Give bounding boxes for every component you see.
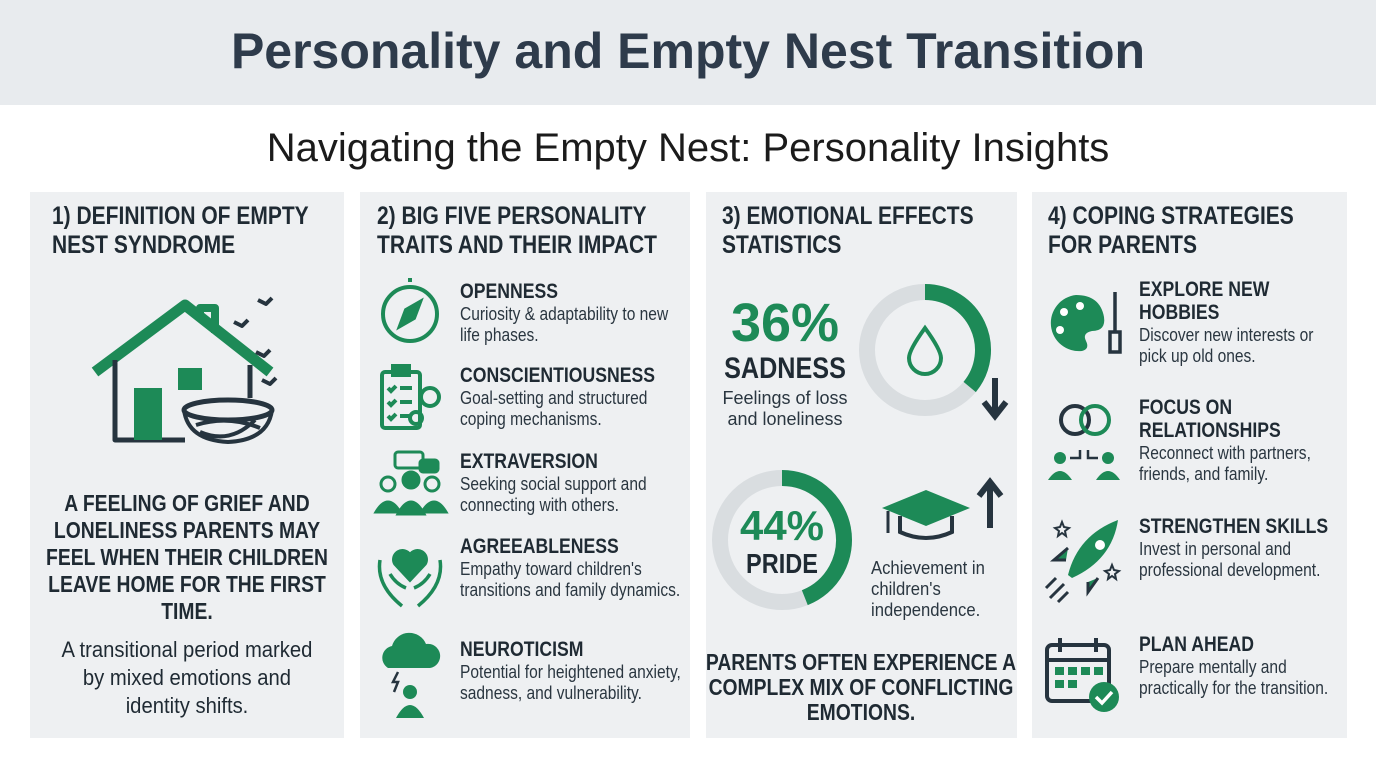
strategy-name: EXPLORE NEW HOBBIES [1139,278,1270,324]
strategy-text: Discover new interests or pick up old on… [1139,324,1314,366]
stat-name: PRIDE [746,548,818,579]
trait-text: Potential for heightened anxiety, sadnes… [460,661,681,703]
note: A transitional period marked by mixed em… [61,637,313,718]
strategy-text: Prepare mentally and practically for the… [1139,656,1329,698]
page-subtitle: Navigating the Empty Nest: Personality I… [266,126,1110,170]
trait-name: AGREEABLENESS [460,535,619,558]
panel-heading: 3) EMOTIONAL EFFECTS STATISTICS [722,202,974,259]
palette-icon [1050,292,1122,354]
rocket-icon [1044,519,1122,604]
panel-heading: 2) BIG FIVE PERSONALITY TRAITS AND THEIR… [377,202,657,259]
heart-hands-icon [377,549,443,608]
trait-text: Empathy toward children's transitions an… [460,558,681,600]
compass-icon [381,278,439,343]
strategy: STRENGTHEN SKILLS Invest in personal and … [1139,515,1336,580]
panel-heading: 1) DEFINITION OF EMPTY NEST SYNDROME [52,202,309,259]
trait-name: NEUROTICISM [460,638,584,661]
trait-name: EXTRAVERSION [460,450,598,473]
definition: A FEELING OF GRIEF AND LONELINESS PARENT… [46,490,328,624]
relationships-icon [1048,404,1120,480]
ring-arc [781,470,852,606]
down-arrow [981,378,1009,421]
trait-text: Goal-setting and structured coping mecha… [460,387,648,429]
trait: EXTRAVERSION Seeking social support and c… [460,450,687,515]
trait: OPENNESS Curiosity & adaptability to new … [460,280,687,345]
stat-value: 36% [730,293,840,353]
panel-bg [30,192,344,738]
strategy: EXPLORE NEW HOBBIES Discover new interest… [1139,278,1336,366]
stat-name: SADNESS [724,352,846,385]
trait: NEUROTICISM Potential for heightened anxi… [460,638,687,703]
stat-value: 44% [739,502,825,549]
cap-icon [882,477,1004,540]
panel-heading: 4) COPING STRATEGIES FOR PARENTS [1048,202,1294,259]
strategy-name: FOCUS ON RELATIONSHIPS [1139,396,1281,442]
trait-text: Curiosity & adaptability to new life pha… [460,303,669,345]
panel-bg [706,192,1017,738]
stat-text: Feelings of loss and loneliness [722,388,848,429]
house-icon [91,296,278,444]
trait-name: CONSCIENTIOUSNESS [460,364,656,387]
clipboard-icon [380,364,441,430]
cloud-icon [382,632,441,718]
summary: PARENTS OFTEN EXPERIENCE A COMPLEX MIX O… [705,649,1017,725]
drop-icon [906,324,944,376]
strategy: PLAN AHEAD Prepare mentally and practical… [1139,633,1336,698]
stat-text: Achievement in children's independence. [871,557,985,620]
calendar-icon [1045,638,1119,712]
strategy-name: PLAN AHEAD [1139,633,1254,656]
strategy-text: Reconnect with partners, friends, and fa… [1139,442,1311,484]
page-title: Personality and Empty Nest Transition [230,23,1146,79]
people-talk-icon [373,450,449,516]
strategy: FOCUS ON RELATIONSHIPS Reconnect with par… [1139,396,1336,484]
header-band [0,0,1376,105]
ring-arc [924,284,991,393]
trait: AGREEABLENESS Empathy toward children's t… [460,535,687,600]
trait-name: OPENNESS [460,280,559,303]
strategy-name: STRENGTHEN SKILLS [1139,515,1329,538]
trait-text: Seeking social support and connecting wi… [460,473,647,515]
trait: CONSCIENTIOUSNESS Goal-setting and struct… [460,364,687,429]
strategy-text: Invest in personal and professional deve… [1139,538,1321,580]
